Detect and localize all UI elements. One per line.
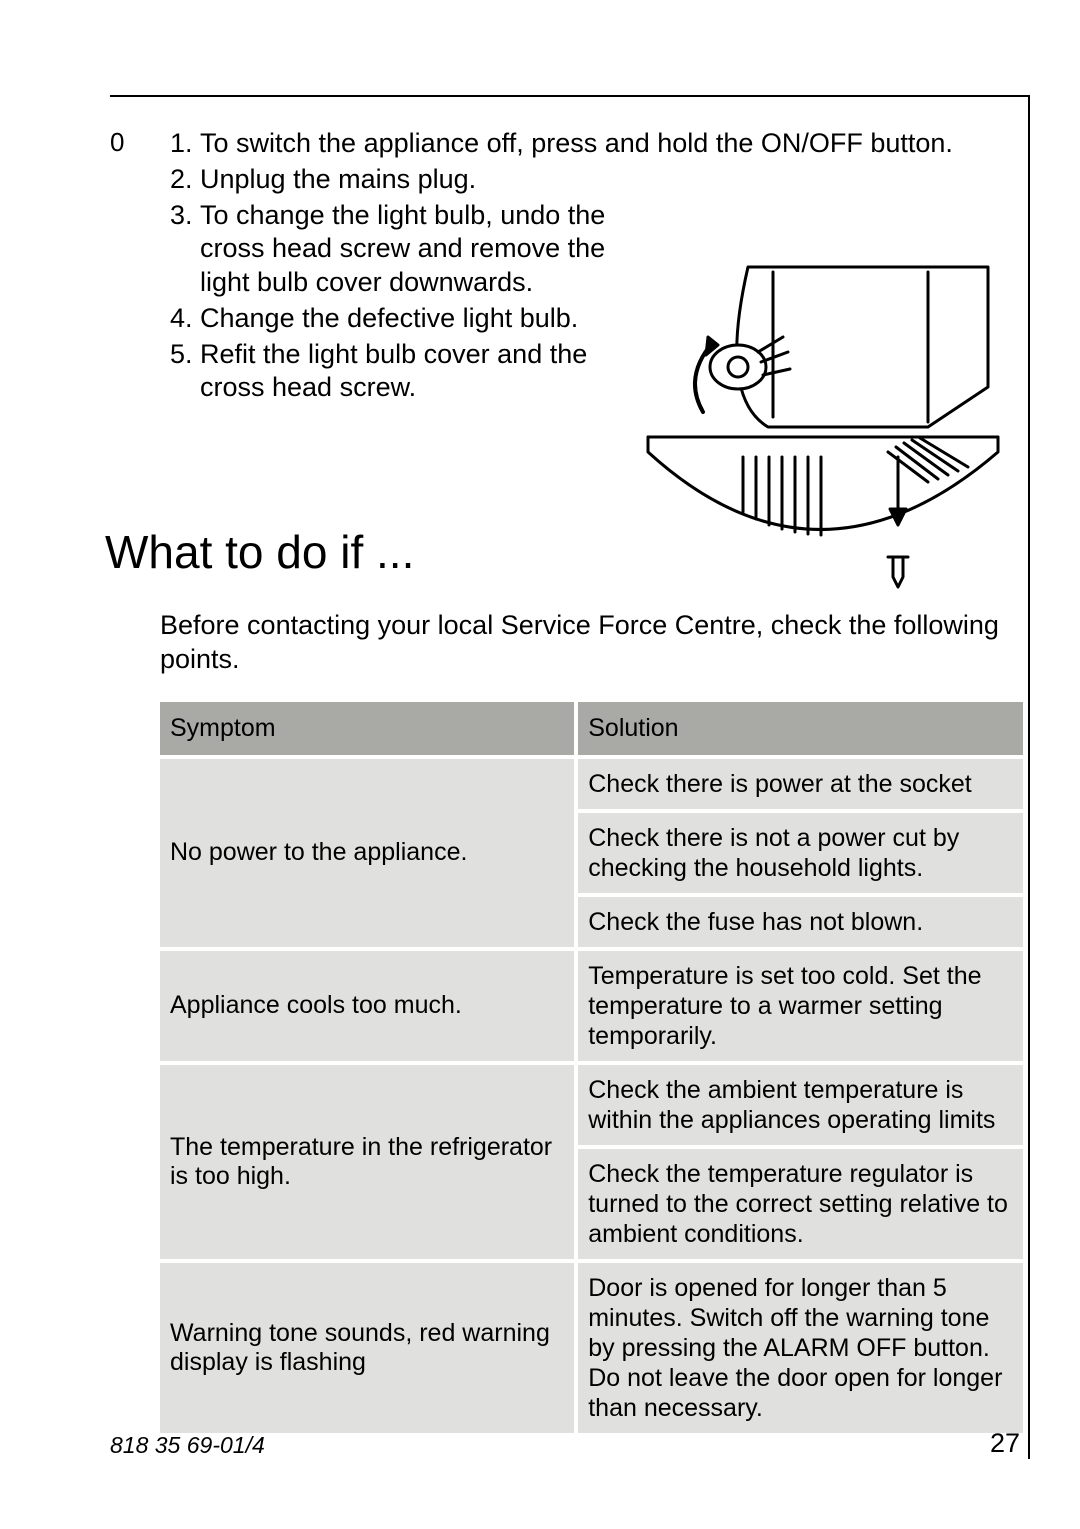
table-row: Appliance cools too much.Temperature is … — [160, 947, 1023, 1061]
step-row: 1.To switch the appliance off, press and… — [170, 127, 1028, 161]
step-text: To switch the appliance off, press and h… — [200, 127, 1028, 161]
page-content: 0 1.To switch the appliance off, press a… — [110, 97, 1028, 1433]
table-row: The temperature in the refrigerator is t… — [160, 1061, 1023, 1259]
symptom-cell: The temperature in the refrigerator is t… — [160, 1065, 574, 1259]
table-header-row: Symptom Solution — [160, 702, 1023, 755]
step-number: 4. — [170, 302, 200, 336]
header-symptom: Symptom — [160, 702, 574, 755]
step-number: 2. — [170, 163, 200, 197]
step-text: Unplug the mains plug. — [200, 163, 1028, 197]
step-row: 2.Unplug the mains plug. — [170, 163, 1028, 197]
symptom-cell: Appliance cools too much. — [160, 951, 574, 1061]
step-marker: 0 — [110, 127, 124, 158]
step-text: Refit the light bulb cover and the cross… — [200, 338, 630, 406]
step-number: 1. — [170, 127, 200, 161]
table-body: No power to the appliance.Check there is… — [160, 755, 1023, 1433]
step-number: 5. — [170, 338, 200, 406]
header-solution: Solution — [574, 702, 1023, 755]
symptom-cell: No power to the appliance. — [160, 759, 574, 947]
table-row: Warning tone sounds, red warning display… — [160, 1259, 1023, 1433]
lightbulb-diagram — [628, 257, 1008, 597]
table-row: No power to the appliance.Check there is… — [160, 755, 1023, 947]
step-text: To change the light bulb, undo the cross… — [200, 199, 630, 300]
solution-cell: Check there is not a power cut by checki… — [574, 809, 1023, 893]
footer-pagenum: 27 — [990, 1428, 1020, 1459]
solution-cell: Door is opened for longer than 5 minutes… — [574, 1263, 1023, 1433]
step-text: Change the defective light bulb. — [200, 302, 630, 336]
solution-cell: Check the fuse has not blown. — [574, 893, 1023, 947]
solutions-col: Check the ambient temperature is within … — [574, 1065, 1023, 1259]
footer-docnum: 818 35 69-01/4 — [110, 1432, 265, 1459]
solution-cell: Check there is power at the socket — [574, 759, 1023, 809]
solution-cell: Temperature is set too cold. Set the tem… — [574, 951, 1023, 1061]
solution-cell: Check the temperature regulator is turne… — [574, 1145, 1023, 1259]
intro-text: Before contacting your local Service For… — [160, 609, 1028, 677]
step-number: 3. — [170, 199, 200, 300]
page-frame: 0 1.To switch the appliance off, press a… — [110, 95, 1030, 1459]
solutions-col: Temperature is set too cold. Set the tem… — [574, 951, 1023, 1061]
symptom-cell: Warning tone sounds, red warning display… — [160, 1263, 574, 1433]
solution-cell: Check the ambient temperature is within … — [574, 1065, 1023, 1145]
solutions-col: Door is opened for longer than 5 minutes… — [574, 1263, 1023, 1433]
troubleshoot-table: Symptom Solution No power to the applian… — [160, 702, 1023, 1433]
solutions-col: Check there is power at the socketCheck … — [574, 759, 1023, 947]
